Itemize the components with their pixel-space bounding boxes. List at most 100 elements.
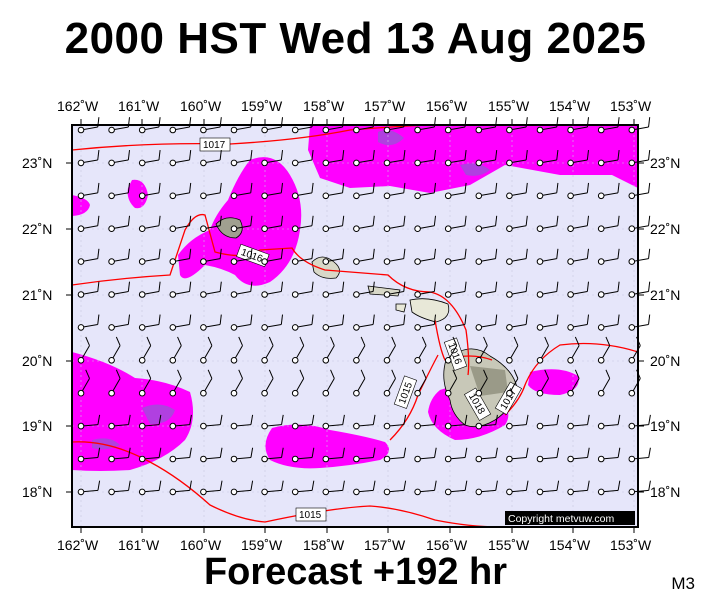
lat-label: 23˚N [650,155,681,171]
wind-barb [230,150,253,167]
wind-barb [261,182,284,200]
wind-barb [353,182,375,200]
wind-barb [200,336,213,364]
wind-barb [383,314,406,331]
wind-barb [230,447,254,463]
wind-barb [138,480,162,496]
wind-barb [475,336,488,364]
model-tag: M3 [671,574,695,593]
wind-barb [536,281,559,298]
wind-barb [536,182,559,200]
wind-barb [291,314,314,331]
wind-barb [444,248,467,265]
wind-barb [169,117,192,134]
lon-label: 162˚W [57,537,99,553]
wind-barb [169,447,192,463]
wind-barb [200,447,223,463]
isobar-label: 1015 [295,507,327,522]
wind-barb [506,314,528,331]
wind-barb [230,182,253,200]
wind-barb [230,414,254,430]
lon-label: 156˚W [426,537,468,553]
wind-barb [444,369,458,397]
wind-barb [506,414,529,430]
wind-barb [475,414,498,430]
wind-barb [200,480,223,496]
wind-barb [261,248,284,265]
lat-label: 18˚N [650,484,681,500]
wind-barb [475,150,498,167]
wind-barb [444,281,467,298]
wind-barb [383,414,407,430]
wind-barb [444,182,467,200]
wind-barb [567,248,590,265]
islands [215,217,519,428]
wind-barb [628,117,651,134]
wind-barb [291,480,315,496]
lon-label: 158˚W [303,98,345,114]
wind-barb [567,281,590,298]
wind-barb [383,447,407,463]
wind-barb [506,447,529,463]
wind-barb [628,480,651,496]
wind-barb [475,447,498,463]
lat-label: 21˚N [650,287,681,303]
wind-barb [567,447,590,463]
wind-barb [383,215,406,232]
wind-barb [322,314,345,331]
wind-barb [383,281,406,298]
wind-barb [444,314,467,331]
wind-barb [77,336,90,364]
wind-barb [77,182,100,200]
wind-barb [261,480,284,496]
wind-barb [138,215,161,232]
wind-barb [108,480,131,496]
wind-barb [444,414,468,430]
wind-barb [628,182,651,200]
wind-barb [77,150,100,167]
wind-barb [383,480,407,496]
copyright-box: Copyright metvuw.com [505,511,635,525]
wind-barb [536,117,559,134]
wind-barb [383,369,396,397]
wind-barb [444,117,467,134]
wind-barb [597,480,621,496]
wind-barb [261,215,284,232]
wind-barb [200,281,222,298]
wind-barb [536,414,560,430]
wind-barb [322,414,345,430]
wind-barb [536,150,559,167]
wind-barb [108,215,131,232]
wind-barb [628,150,651,167]
wind-barb [77,281,100,298]
wind-barb [291,336,305,364]
wind-barb [169,215,192,232]
wind-barb [475,480,498,496]
wind-barb [536,336,549,364]
wind-barb [169,414,192,430]
wind-barb [291,182,314,200]
wind-barb [230,480,254,496]
wind-barb [444,336,458,364]
wind-barb [628,369,641,397]
wind-barb [383,336,396,364]
wind-barb [444,150,467,167]
wind-barb [353,447,376,463]
wind-barb [108,369,121,397]
wind-barb [444,480,468,496]
wind-barb [628,314,651,331]
wind-barb [506,369,519,397]
wind-barb [353,248,375,265]
wind-barb [475,182,498,200]
wind-barb [506,281,528,298]
wind-barb [138,314,161,331]
wind-barb [291,447,315,463]
wind-barb [414,369,427,397]
wind-barb [475,281,498,298]
wind-barb [291,150,314,167]
wind-barb [475,314,498,331]
wind-barb [230,369,243,397]
wind-barb [414,281,437,298]
wind-barb [567,215,590,232]
wind-barb [383,248,406,265]
